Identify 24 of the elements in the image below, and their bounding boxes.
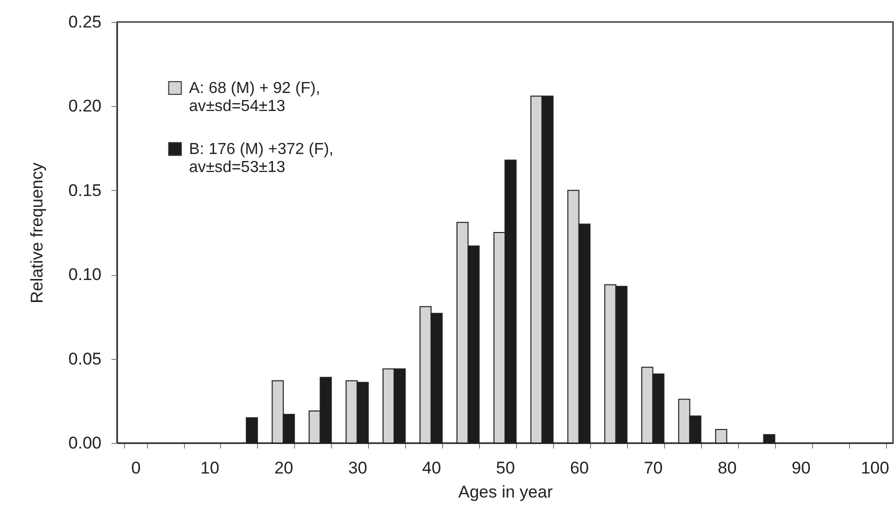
y-tick-label: 0.10 bbox=[68, 265, 102, 284]
x-tick-label: 100 bbox=[860, 458, 890, 478]
y-axis-title: Relative frequency bbox=[27, 162, 46, 304]
y-tick-label: 0.00 bbox=[68, 434, 102, 452]
x-tick-label: 40 bbox=[422, 458, 442, 478]
x-tick-label: 50 bbox=[496, 458, 515, 478]
x-tick-label: 10 bbox=[200, 458, 220, 478]
y-tick-label: 0.25 bbox=[68, 12, 102, 32]
x-tick-label: 0 bbox=[131, 458, 141, 478]
y-tick-label: 0.05 bbox=[68, 349, 102, 368]
bar bbox=[763, 434, 776, 444]
x-axis-title: Ages in year bbox=[458, 482, 554, 502]
bar bbox=[246, 417, 258, 444]
x-tick-label: 60 bbox=[570, 458, 589, 478]
bar bbox=[715, 429, 728, 444]
y-tick-label: 0.15 bbox=[68, 180, 102, 200]
legend-label: A: 68 (M) + 92 (F), av±sd=54±13 bbox=[189, 80, 320, 115]
legend-label: B: 176 (M) +372 (F), av±sd=53±13 bbox=[189, 141, 334, 176]
x-tick-label: 90 bbox=[792, 458, 811, 478]
x-tick-label: 30 bbox=[348, 458, 368, 478]
x-tick-label: 20 bbox=[274, 458, 294, 478]
x-tick-label: 80 bbox=[718, 458, 737, 478]
x-tick-label: 70 bbox=[644, 458, 663, 478]
y-tick-label: 0.20 bbox=[68, 96, 102, 116]
